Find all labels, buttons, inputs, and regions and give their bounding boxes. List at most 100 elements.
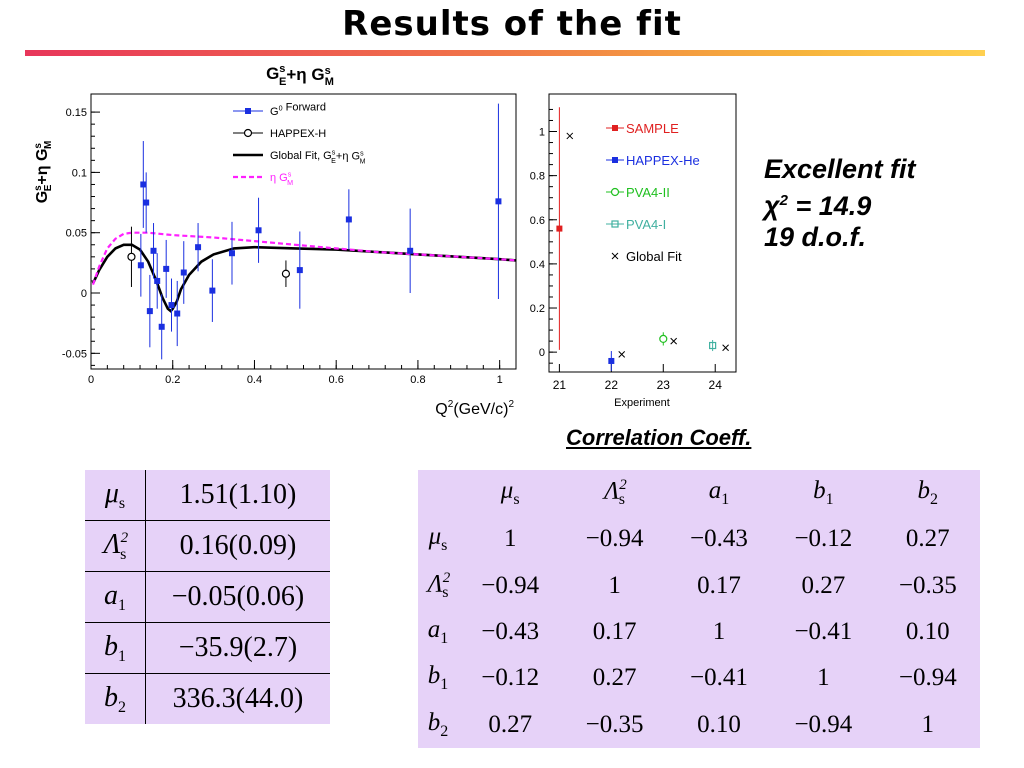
y-tick-label: 0 xyxy=(81,288,87,300)
experiment-legend: SAMPLE HAPPEX-He PVA4-II PVA4-I Global Fit xyxy=(606,121,700,264)
correlation-cell: −0.12 xyxy=(794,525,853,553)
chi-number: = 14.9 xyxy=(787,191,872,221)
parameter-value: −35.9(2.7) xyxy=(145,622,330,674)
correlation-cell: 1 xyxy=(921,710,935,738)
x-tick-label: 0.8 xyxy=(410,374,425,386)
correlation-cell: 0.10 xyxy=(697,710,741,738)
legend-label: PVA4-I xyxy=(626,217,666,232)
parameter-symbol: b xyxy=(104,681,118,713)
column-header-symbol: b xyxy=(917,477,931,505)
row-header: Λ2s xyxy=(418,563,458,609)
parameter-table: μs 1.51(1.10) Λ2s 0.16(0.09) a1 −0.05(0.06) b1… xyxy=(85,470,330,724)
chi-symbol: χ xyxy=(764,191,780,221)
data-point xyxy=(127,252,136,261)
main-y-axis-label: GsE+η GsM xyxy=(33,141,54,204)
x-tick-label: 0.2 xyxy=(165,374,180,386)
parameter-symbol: μ xyxy=(104,477,119,509)
parameter-value: 1.51(1.10) xyxy=(145,470,330,521)
correlation-cell: 0.27 xyxy=(801,571,846,599)
row-header-sub: s xyxy=(442,583,449,601)
parameter-sub: s xyxy=(120,545,127,563)
experiment-plot-marks xyxy=(556,107,729,371)
row-header-symbol: μ xyxy=(428,523,442,551)
x-tick-label: 1 xyxy=(497,374,503,386)
legend-label: Global Fit, Gs E+η Gs M xyxy=(270,149,366,166)
dof-value: 19 d.o.f. xyxy=(764,222,867,252)
data-point xyxy=(709,341,717,350)
legend-label: PVA4-II xyxy=(626,185,670,200)
row-header: μs xyxy=(418,516,458,562)
main-plot-marks xyxy=(91,103,517,360)
data-point xyxy=(608,357,615,364)
parameter-name: b2 xyxy=(85,673,146,724)
row-header-symbol: b xyxy=(427,662,441,690)
corner-cell xyxy=(418,470,458,516)
data-point xyxy=(245,108,251,114)
y-tick-label: 0.2 xyxy=(530,303,545,315)
data-point xyxy=(180,269,187,276)
legend-label: HAPPEX-H xyxy=(270,128,326,140)
parameter-sub: s xyxy=(118,494,126,512)
column-header-symbol: Λ xyxy=(604,477,620,505)
data-point xyxy=(670,337,678,345)
correlation-cell: 0.27 xyxy=(488,710,533,738)
row-header-sub: 1 xyxy=(440,676,449,694)
data-point xyxy=(618,350,626,358)
parameter-value: 0.16(0.09) xyxy=(145,520,330,572)
y-tick-label: 0.1 xyxy=(72,167,87,179)
column-header-sub: 1 xyxy=(721,491,730,509)
correlation-title: Correlation Coeff. xyxy=(566,425,752,450)
parameter-row: a1 −0.05(0.06) xyxy=(85,571,330,623)
parameter-sub: 1 xyxy=(118,596,126,614)
chi-square-value: χ2 = 14.9 xyxy=(764,185,916,222)
data-point xyxy=(722,344,729,352)
data-point xyxy=(143,199,150,206)
parameter-name: a1 xyxy=(85,571,146,623)
title-divider xyxy=(25,50,985,56)
data-point xyxy=(610,187,620,197)
correlation-header-row: μs Λ2s a1 b1 b2 xyxy=(418,470,980,516)
parameter-value: −0.05(0.06) xyxy=(145,571,330,623)
parameter-sub: 1 xyxy=(118,647,126,665)
data-point xyxy=(345,216,352,223)
correlation-cell: 1 xyxy=(503,525,517,553)
correlation-cell: −0.41 xyxy=(794,618,853,646)
correlation-table: μs Λ2s a1 b1 b2 μs 1 −0.94 −0.43 −0.12 0.27 Λ2s −0.9… xyxy=(418,470,980,748)
correlation-cell: −0.12 xyxy=(481,664,540,692)
y-tick-label: 0 xyxy=(539,347,545,359)
data-point xyxy=(195,244,202,251)
data-point xyxy=(174,310,181,317)
legend-label: Global Fit xyxy=(626,249,682,264)
data-point xyxy=(556,225,563,232)
data-point xyxy=(146,308,153,315)
correlation-cell: −0.35 xyxy=(898,571,957,599)
legend-label: η Gs M xyxy=(270,171,293,187)
data-point xyxy=(140,181,147,188)
correlation-row: b2 0.27 −0.35 0.10 −0.94 1 xyxy=(418,702,980,748)
correlation-cell: −0.41 xyxy=(690,664,748,692)
y-tick-label: 0.8 xyxy=(530,171,545,183)
correlation-cell: 1 xyxy=(712,618,726,646)
parameter-row: b1 −35.9(2.7) xyxy=(85,622,330,674)
correlation-row: μs 1 −0.94 −0.43 −0.12 0.27 xyxy=(418,516,980,562)
parameter-sup: 2 xyxy=(120,530,129,547)
correlation-cell: 0.27 xyxy=(905,525,950,553)
data-point xyxy=(495,198,502,205)
row-header-symbol: a xyxy=(427,616,441,644)
global-fit-curve xyxy=(91,243,517,313)
parameter-name: μs xyxy=(85,470,146,521)
correlation-cell: −0.94 xyxy=(585,525,644,553)
data-point xyxy=(612,125,618,131)
data-point xyxy=(168,302,175,309)
row-header-symbol: b xyxy=(427,708,441,736)
legend-label: HAPPEX-He xyxy=(626,153,700,168)
y-tick-label: 0.05 xyxy=(66,228,87,240)
chi-exponent: 2 xyxy=(779,192,788,209)
y-tick-label: 1 xyxy=(539,127,545,139)
fit-quality-label: Excellent fit xyxy=(764,154,916,184)
data-point xyxy=(163,265,170,272)
column-header-sub: 1 xyxy=(825,491,834,509)
parameter-row: Λ2s 0.16(0.09) xyxy=(85,520,330,572)
correlation-cell: 0.17 xyxy=(697,571,741,599)
data-point xyxy=(281,269,291,278)
